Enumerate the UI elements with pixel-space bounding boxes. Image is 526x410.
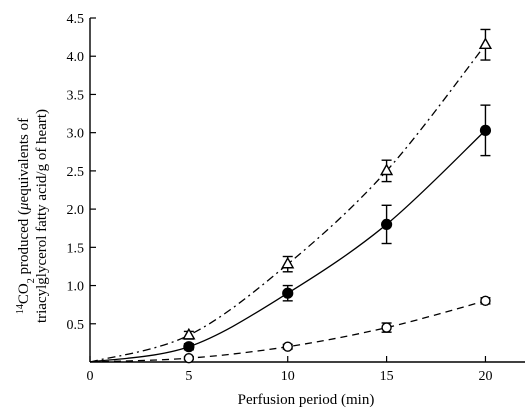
- y-axis-title-line-2: 14CO2 produced (μequivalents of: [15, 118, 37, 314]
- y-tick-label: 2.5: [67, 165, 85, 180]
- data-point: [379, 163, 394, 176]
- series-layer: [89, 28, 493, 364]
- y-tick-label: 4.5: [67, 12, 85, 27]
- series-open-triangle: [89, 28, 493, 363]
- series-open-circle: [89, 295, 491, 364]
- series-filled-circle: [89, 104, 492, 363]
- y-tick-label: 1.5: [67, 241, 85, 256]
- data-point: [380, 218, 393, 230]
- series-line: [89, 129, 486, 363]
- data-point: [479, 124, 492, 136]
- y-axis-title: 14CO2 produced (μequivalents of triacylg…: [15, 109, 51, 323]
- x-axis-title: Perfusion period (min): [238, 392, 375, 408]
- data-point: [182, 327, 196, 340]
- y-axis-title-line-1: triacylglycerol fatty acid/g of heart): [34, 109, 50, 323]
- data-point: [480, 295, 491, 307]
- data-point: [282, 287, 294, 299]
- data-point: [282, 341, 293, 352]
- data-point: [281, 256, 295, 269]
- y-tick-label: 3.5: [67, 88, 85, 103]
- x-tick-label: 15: [380, 369, 394, 384]
- x-tick-label: 5: [185, 369, 192, 384]
- data-point: [478, 37, 493, 50]
- axes: 0 5 10 15 20 0.5 1.0 1.5 2.0 2.5 3.0 3.5 4.0 4.5: [67, 12, 525, 384]
- y-tick-label: 0.5: [67, 318, 85, 333]
- data-point: [183, 352, 195, 364]
- y-tick-label: 1.0: [67, 280, 85, 295]
- y-tick-label: 3.0: [67, 127, 85, 142]
- x-tick-label: 10: [281, 369, 295, 384]
- y-tick-label: 2.0: [67, 203, 85, 218]
- x-tick-label: 0: [87, 369, 94, 384]
- series-line: [89, 44, 486, 363]
- x-tick-label: 20: [478, 369, 492, 384]
- data-point: [183, 341, 195, 353]
- y-tick-label: 4.0: [67, 50, 85, 65]
- data-point: [381, 322, 392, 333]
- series-line: [89, 300, 486, 363]
